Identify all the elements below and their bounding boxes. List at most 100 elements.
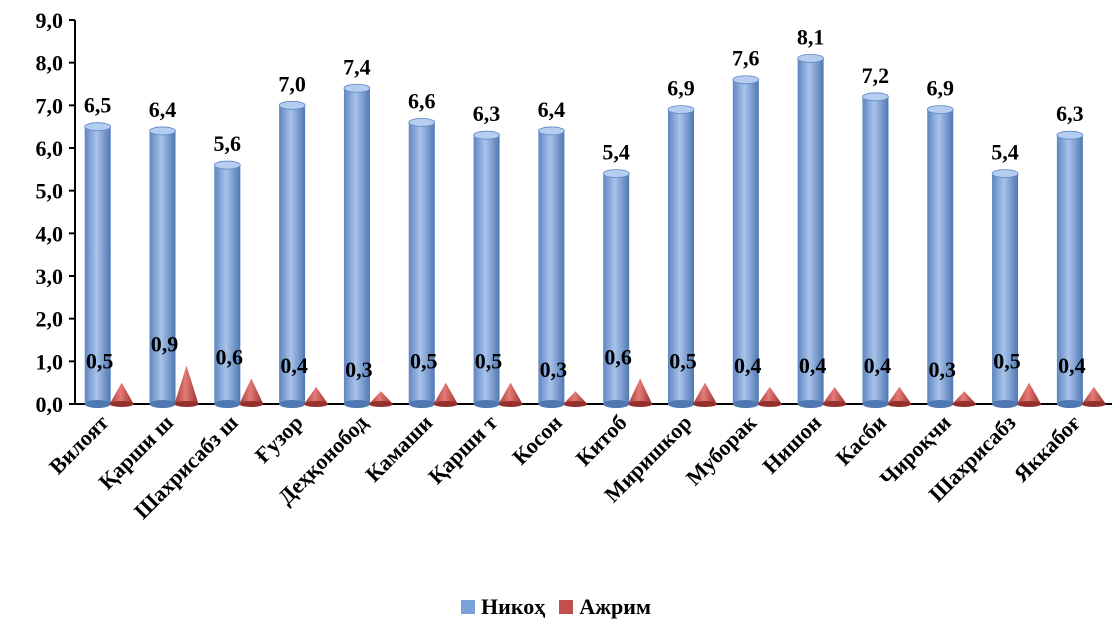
bar-nikoh-top [213, 160, 241, 170]
legend: Никоҳ Ажрим [0, 594, 1112, 620]
bar-nikoh [992, 173, 1019, 404]
bar-ajrim [887, 386, 912, 404]
bar-nikoh-top [408, 118, 436, 127]
y-tick-label: 0,0 [36, 392, 64, 417]
data-label-nikoh: 6,4 [538, 97, 566, 122]
bar-nikoh [927, 109, 954, 404]
data-label-nikoh: 7,4 [343, 54, 371, 79]
bar-nikoh-base [603, 400, 630, 408]
category-label: Ғузор [250, 410, 308, 468]
data-label-ajrim: 0,6 [216, 344, 244, 369]
data-label-ajrim: 0,5 [669, 349, 697, 374]
bar-nikoh-base [927, 400, 954, 408]
bar-ajrim [628, 378, 653, 404]
bar-ajrim-base [887, 401, 912, 407]
data-label-ajrim: 0,3 [345, 357, 373, 382]
category-label: Косон [507, 410, 567, 470]
bar-nikoh-top [797, 54, 825, 63]
bar-ajrim-base [304, 401, 329, 407]
bar-nikoh [214, 165, 241, 404]
bar-ajrim-base [433, 401, 458, 407]
bar-nikoh-top [343, 83, 371, 93]
bar-nikoh [603, 173, 630, 404]
data-label-nikoh: 7,0 [278, 71, 306, 96]
bar-nikoh-base [343, 400, 370, 408]
data-label-ajrim: 0,5 [86, 349, 114, 374]
bar-nikoh [538, 130, 565, 404]
bar-nikoh-base [992, 400, 1019, 408]
data-label-nikoh: 6,3 [473, 101, 501, 126]
bar-nikoh [408, 122, 435, 405]
bar-ajrim [822, 386, 847, 404]
data-label-ajrim: 0,5 [993, 349, 1021, 374]
bar-ajrim [498, 382, 523, 404]
bar-nikoh-top [473, 130, 500, 140]
bar-nikoh-base [1056, 400, 1083, 408]
y-tick-label: 8,0 [36, 51, 64, 76]
data-label-ajrim: 0,9 [151, 332, 179, 357]
bar-nikoh-top [537, 126, 565, 136]
bar-nikoh-base [149, 400, 176, 408]
bar-ajrim-base [1017, 401, 1042, 407]
data-label-ajrim: 0,6 [604, 344, 632, 369]
bar-nikoh-top [278, 100, 306, 110]
category-label: Китоб [571, 410, 632, 471]
legend-item-ajrim: Ажрим [559, 594, 651, 620]
bar-ajrim [368, 391, 393, 404]
data-label-nikoh: 6,9 [667, 76, 695, 101]
data-label-nikoh: 5,6 [214, 131, 242, 156]
bar-nikoh-base [473, 400, 500, 408]
bar-ajrim-base [498, 401, 523, 407]
data-label-nikoh: 6,5 [84, 93, 112, 118]
bar-nikoh-top [149, 126, 176, 136]
y-tick-label: 9,0 [36, 8, 64, 33]
data-label-nikoh: 6,6 [408, 88, 436, 113]
bar-nikoh-base [408, 400, 435, 408]
bar-ajrim-base [563, 401, 588, 407]
bar-nikoh-top [862, 92, 889, 102]
data-label-nikoh: 6,9 [926, 76, 954, 101]
bar-nikoh [667, 109, 694, 404]
bar-ajrim [563, 391, 588, 404]
category-label: Нишон [758, 410, 827, 479]
data-label-nikoh: 5,4 [602, 140, 630, 165]
bar-nikoh [1056, 135, 1083, 404]
bar-ajrim [174, 365, 199, 404]
bar-nikoh-top [926, 105, 954, 114]
data-label-nikoh: 7,2 [862, 63, 890, 88]
bar-ajrim-base [952, 401, 977, 407]
bar-ajrim-base [628, 401, 653, 407]
bar-nikoh [343, 88, 370, 405]
data-label-ajrim: 0,3 [540, 357, 568, 382]
y-tick-label: 2,0 [36, 307, 64, 332]
data-label-ajrim: 0,4 [734, 353, 762, 378]
bar-nikoh-base [214, 400, 241, 408]
data-label-ajrim: 0,4 [280, 353, 308, 378]
bar-nikoh-base [732, 400, 759, 408]
bar-ajrim [1081, 386, 1106, 404]
bar-nikoh [732, 79, 759, 404]
bar-nikoh [84, 126, 111, 405]
bar-nikoh [797, 58, 824, 405]
bar-nikoh-base [862, 400, 889, 408]
y-tick-label: 1,0 [36, 349, 64, 374]
bar-ajrim [109, 382, 134, 404]
data-label-ajrim: 0,5 [475, 349, 503, 374]
bar-nikoh-base [279, 400, 306, 408]
bar-ajrim [239, 378, 264, 404]
bar-nikoh-top [602, 169, 630, 179]
bar-ajrim [757, 386, 782, 404]
bar-nikoh-base [797, 400, 824, 408]
bar-nikoh [473, 135, 500, 404]
bar-nikoh [279, 105, 306, 404]
bar-ajrim [952, 391, 977, 404]
bar-ajrim-base [822, 401, 847, 407]
legend-swatch-nikoh [461, 600, 476, 614]
bar-nikoh [149, 130, 176, 404]
bar-ajrim-base [1081, 401, 1106, 407]
bar-nikoh-top [84, 122, 112, 132]
legend-label-ajrim: Ажрим [579, 594, 651, 619]
category-label: Касби [831, 410, 892, 471]
category-label: Муборак [681, 410, 762, 491]
bar-ajrim [304, 386, 329, 404]
